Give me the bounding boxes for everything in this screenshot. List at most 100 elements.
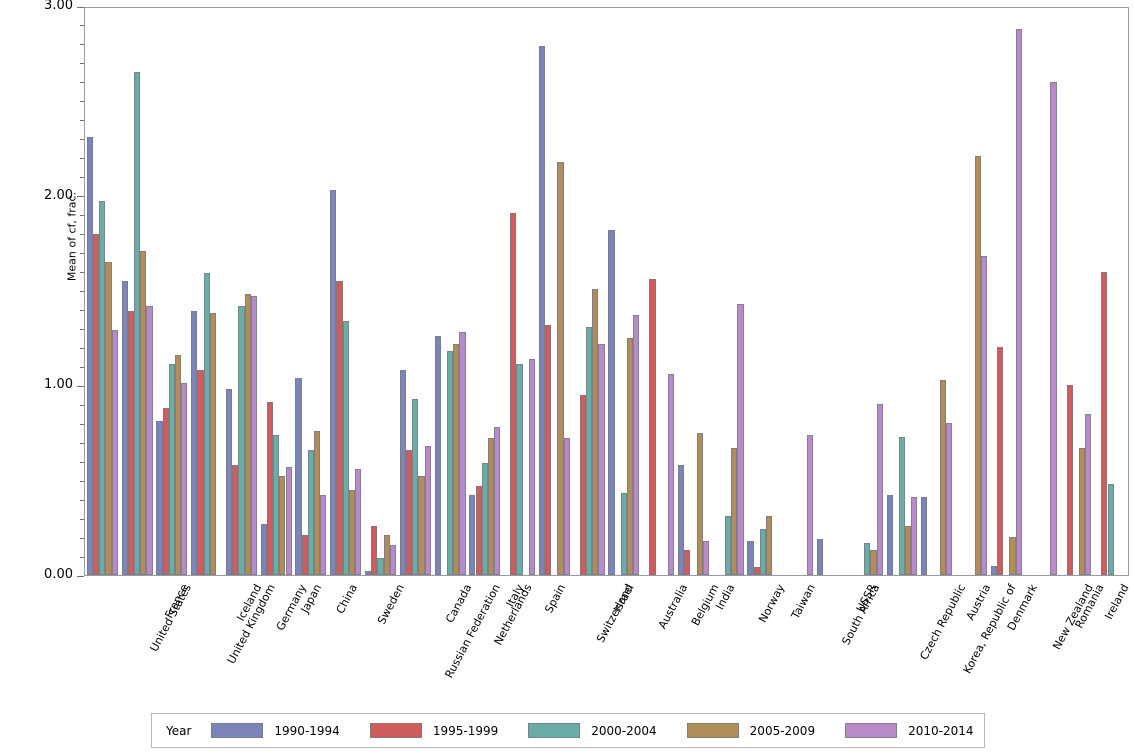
bar[interactable] [140,250,147,575]
bar[interactable] [320,495,327,575]
bar[interactable] [336,281,343,575]
bar[interactable] [446,351,454,575]
bar[interactable] [371,525,378,575]
bar[interactable] [816,538,824,575]
bar[interactable] [1066,385,1073,575]
bar[interactable] [990,565,997,575]
bar[interactable] [209,313,216,575]
bar[interactable] [974,155,981,575]
bar[interactable] [99,201,106,575]
bar[interactable] [424,446,431,575]
bar[interactable] [1009,537,1016,575]
bar[interactable] [545,324,552,575]
bar[interactable] [238,305,245,575]
bar[interactable] [481,463,488,575]
bar[interactable] [870,550,877,575]
bar[interactable] [980,256,988,575]
bar[interactable] [250,296,257,575]
bar[interactable] [939,379,947,575]
bar[interactable] [737,303,744,575]
bar[interactable] [121,281,128,575]
bar[interactable] [911,497,918,575]
bar[interactable] [134,72,141,575]
bar[interactable] [377,557,384,575]
bar[interactable] [696,432,703,575]
bar[interactable] [197,370,204,575]
bar[interactable] [168,364,175,575]
legend-item[interactable]: 2000-2004 [528,723,657,738]
bar[interactable] [516,364,523,575]
bar[interactable] [538,45,546,575]
bar[interactable] [921,497,928,575]
bar[interactable] [93,233,100,575]
bar[interactable] [731,447,738,575]
bar[interactable] [876,404,883,575]
bar[interactable] [191,311,198,575]
bar[interactable] [418,476,425,575]
bar[interactable] [528,358,536,575]
bar[interactable] [434,336,441,575]
bar[interactable] [342,320,349,575]
bar[interactable] [330,189,337,575]
bar[interactable] [266,402,274,575]
bar[interactable] [684,550,691,575]
bar[interactable] [1101,271,1108,575]
bar[interactable] [864,542,871,575]
bar[interactable] [725,516,732,575]
bar[interactable] [203,273,210,575]
bar[interactable] [348,489,356,575]
bar[interactable] [1015,28,1022,575]
bar[interactable] [301,535,308,575]
bar[interactable] [898,436,906,575]
bar[interactable] [389,544,396,575]
bar[interactable] [886,495,893,575]
bar[interactable] [487,438,495,575]
bar[interactable] [273,434,280,575]
bar[interactable] [608,229,615,575]
bar[interactable] [494,427,501,575]
bar[interactable] [307,449,315,575]
bar[interactable] [355,468,362,575]
bar[interactable] [563,438,570,575]
bar[interactable] [105,262,112,575]
bar[interactable] [946,423,953,575]
bar[interactable] [475,485,482,575]
bar[interactable] [412,398,419,575]
bar[interactable] [677,465,685,575]
legend-item[interactable]: 1995-1999 [369,723,498,738]
bar[interactable] [598,343,605,575]
bar[interactable] [1078,447,1086,575]
bar[interactable] [753,567,760,575]
bar[interactable] [633,315,640,575]
bar[interactable] [181,383,188,575]
bar[interactable] [766,516,773,575]
bar[interactable] [807,434,814,575]
bar[interactable] [649,279,656,575]
bar[interactable] [295,377,302,575]
bar[interactable] [225,389,233,575]
bar[interactable] [127,311,135,575]
bar[interactable] [626,337,634,575]
bar[interactable] [232,465,239,575]
bar[interactable] [557,161,564,575]
bar[interactable] [146,305,153,575]
bar[interactable] [1085,413,1092,575]
legend-item[interactable]: 2005-2009 [686,723,815,738]
bar[interactable] [997,347,1004,575]
bar[interactable] [702,540,709,575]
bar[interactable] [111,330,118,575]
bar[interactable] [759,529,767,575]
legend-item[interactable]: 1990-1994 [211,723,340,738]
bar[interactable] [905,525,912,575]
bar[interactable] [383,535,390,575]
bar[interactable] [453,343,460,575]
bar[interactable] [285,466,292,575]
bar[interactable] [586,326,593,575]
bar[interactable] [260,523,267,575]
bar[interactable] [175,355,182,575]
bar[interactable] [156,421,163,575]
bar[interactable] [399,370,406,575]
bar[interactable] [365,571,372,575]
bar[interactable] [620,493,627,575]
bar[interactable] [469,495,476,575]
